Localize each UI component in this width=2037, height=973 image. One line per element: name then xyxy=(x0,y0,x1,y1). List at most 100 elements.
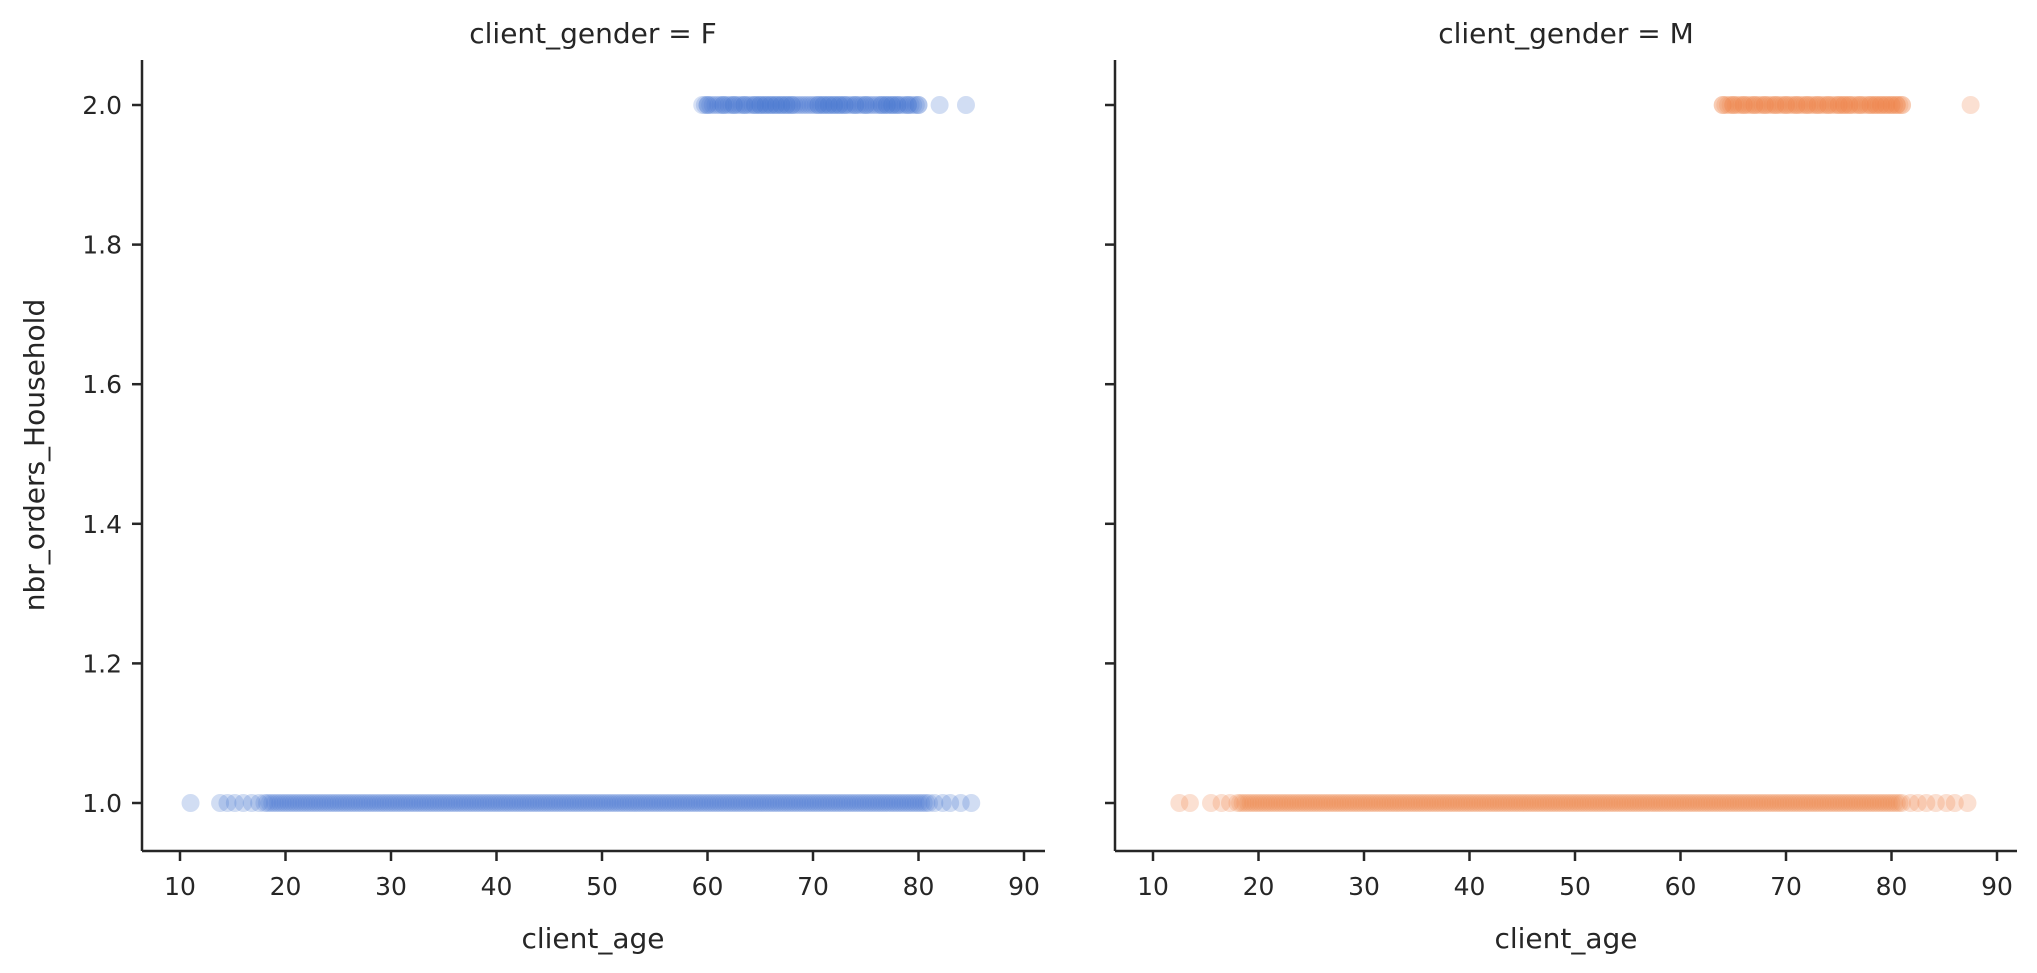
scatter-point xyxy=(1850,794,1869,812)
scatter-point xyxy=(1497,794,1516,812)
scatter-point xyxy=(730,794,749,812)
scatter-point xyxy=(297,794,316,812)
scatter-point xyxy=(405,794,424,812)
scatter-point xyxy=(519,794,538,812)
scatter-point xyxy=(809,96,828,114)
scatter-point xyxy=(1737,794,1756,812)
scatter-point xyxy=(339,794,358,812)
scatter-point xyxy=(1734,96,1753,114)
scatter-point xyxy=(1816,96,1835,114)
scatter-point xyxy=(1481,794,1500,812)
scatter-point xyxy=(875,794,894,812)
scatter-point xyxy=(1740,794,1759,812)
scatter-point xyxy=(1536,794,1555,812)
scatter-point xyxy=(701,96,720,114)
scatter-point xyxy=(1777,96,1795,114)
scatter-point xyxy=(1355,794,1373,812)
scatter-point xyxy=(1864,794,1883,812)
scatter-point xyxy=(1555,794,1574,812)
scatter-point xyxy=(1513,794,1532,812)
scatter-point xyxy=(1233,794,1252,812)
scatter-point xyxy=(1642,794,1661,812)
panel-gender-f: client_gender = F 10 20 30 40 50 60 70 80 90 1.0… xyxy=(18,17,1045,955)
scatter-point xyxy=(727,96,746,114)
scatter-point xyxy=(622,794,641,812)
scatter-point xyxy=(255,794,274,812)
scatter-point xyxy=(1890,96,1909,114)
scatter-points-m xyxy=(1170,96,1980,812)
scatter-point xyxy=(1341,794,1360,812)
scatter-point xyxy=(1592,794,1611,812)
scatter-point xyxy=(1893,96,1912,114)
scatter-point xyxy=(424,794,443,812)
scatter-point xyxy=(379,794,398,812)
scatter-point xyxy=(1716,96,1735,114)
scatter-point xyxy=(1212,794,1231,812)
scatter-point xyxy=(1774,96,1793,114)
scatter-point xyxy=(624,794,643,812)
scatter-point xyxy=(450,794,469,812)
scatter-point xyxy=(777,794,796,812)
scatter-point xyxy=(484,794,503,812)
scatter-point xyxy=(1676,794,1695,812)
scatter-point xyxy=(1961,96,1980,114)
scatter-point xyxy=(1428,794,1447,812)
scatter-point xyxy=(1782,794,1801,812)
scatter-point xyxy=(1885,794,1904,812)
scatter-point xyxy=(896,96,915,114)
scatter-point xyxy=(648,794,667,812)
scatter-point xyxy=(352,794,371,812)
scatter-point xyxy=(608,794,627,812)
scatter-point xyxy=(1547,794,1566,812)
scatter-point xyxy=(632,794,651,812)
scatter-point xyxy=(1291,794,1310,812)
scatter-point xyxy=(1766,794,1785,812)
scatter-point xyxy=(1721,96,1740,114)
scatter-point xyxy=(1787,794,1806,812)
scatter-point xyxy=(1813,794,1832,812)
scatter-point xyxy=(745,794,764,812)
scatter-point xyxy=(930,96,949,114)
scatter-point xyxy=(1426,794,1445,812)
scatter-point xyxy=(1853,794,1872,812)
scatter-point xyxy=(1597,794,1616,812)
scatter-point xyxy=(561,794,580,812)
scatter-point xyxy=(529,794,548,812)
scatter-point xyxy=(1829,96,1848,114)
scatter-point xyxy=(316,794,335,812)
scatter-point xyxy=(1835,96,1854,114)
scatter-point xyxy=(840,794,859,812)
panel-title-f: client_gender = F xyxy=(469,17,717,50)
scatter-point xyxy=(1755,96,1774,114)
scatter-point xyxy=(1766,96,1785,114)
scatter-point xyxy=(1489,794,1508,812)
scatter-point xyxy=(434,794,453,812)
scatter-point xyxy=(846,96,865,114)
scatter-point xyxy=(703,794,722,812)
scatter-point xyxy=(1449,794,1468,812)
scatter-point xyxy=(1563,794,1582,812)
scatter-point xyxy=(1958,794,1977,812)
scatter-point xyxy=(706,96,725,114)
scatter-point xyxy=(796,794,815,812)
scatter-point xyxy=(1418,794,1437,812)
scatter-point xyxy=(1650,794,1669,812)
scatter-point xyxy=(1808,96,1827,114)
scatter-point xyxy=(1787,96,1806,114)
scatter-point xyxy=(1526,794,1545,812)
scatter-point xyxy=(1877,96,1896,114)
scatter-point xyxy=(819,96,838,114)
scatter-point xyxy=(920,794,939,812)
x-ticks-m: 10 20 30 40 50 60 70 80 90 xyxy=(1137,851,2013,901)
scatter-point xyxy=(326,794,345,812)
scatter-point xyxy=(782,794,801,812)
scatter-point xyxy=(1265,794,1284,812)
scatter-point xyxy=(1653,794,1672,812)
scatter-point xyxy=(716,96,735,114)
scatter-point xyxy=(1871,96,1890,114)
scatter-point xyxy=(1937,794,1956,812)
scatter-point xyxy=(761,96,780,114)
scatter-point xyxy=(1384,794,1403,812)
scatter-point xyxy=(740,794,759,812)
scatter-point xyxy=(811,794,830,812)
